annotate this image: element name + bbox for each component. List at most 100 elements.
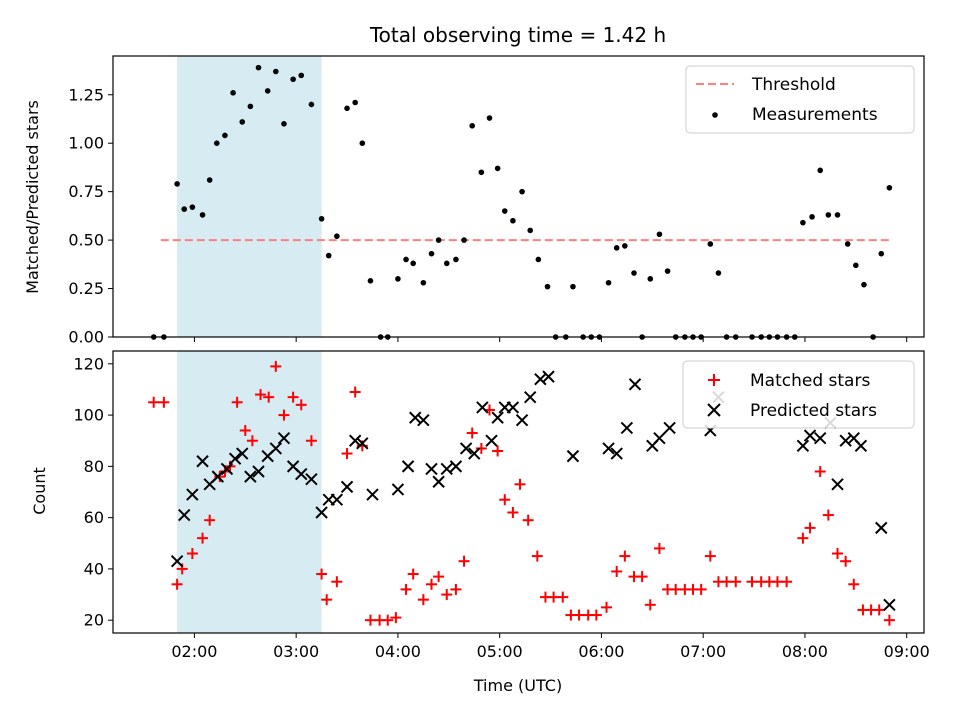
measurement-point-44 xyxy=(527,227,534,234)
top-y-tick-label-4: 1.00 xyxy=(68,134,104,153)
top-y-tick-label-1: 0.25 xyxy=(68,279,104,298)
measurement-point-31 xyxy=(420,279,427,286)
matched-star-point-33 xyxy=(425,578,437,590)
measurement-point-42 xyxy=(510,217,516,224)
matched-star-point-4 xyxy=(186,548,198,560)
measurement-point-14 xyxy=(273,68,279,75)
bot-x-tick-label-3: 05:00 xyxy=(477,642,523,661)
measurement-point-38 xyxy=(478,169,485,176)
predicted-star-point-34 xyxy=(476,401,489,414)
top-y-tick-label-3: 0.75 xyxy=(68,182,104,201)
top-legend-box xyxy=(685,65,915,134)
matched-star-point-11 xyxy=(239,424,251,436)
bot-y-tick-label-1: 40 xyxy=(84,559,104,578)
predicted-star-point-28 xyxy=(425,462,438,476)
measurement-point-55 xyxy=(622,243,628,249)
measurement-point-19 xyxy=(318,215,325,222)
measurement-point-20 xyxy=(325,252,332,259)
matched-star-point-12 xyxy=(246,435,258,447)
matched-star-point-79 xyxy=(832,548,844,560)
matched-star-point-21 xyxy=(321,594,333,606)
measurements-legend-swatch xyxy=(712,112,718,118)
matched-star-point-6 xyxy=(204,514,216,526)
predicted-star-point-3 xyxy=(196,455,209,468)
matched-star-point-31 xyxy=(407,568,419,580)
measurement-point-2 xyxy=(174,181,180,187)
predicted-star-point-35 xyxy=(485,434,498,447)
predicted-star-point-13 xyxy=(277,431,291,445)
matched-star-point-75 xyxy=(797,532,809,544)
measurement-point-11 xyxy=(247,103,254,110)
matched-star-point-43 xyxy=(507,507,519,519)
predicted-star-point-57 xyxy=(831,478,844,491)
top-chart-title: Total observing time = 1.42 h xyxy=(369,23,666,47)
measurement-point-82 xyxy=(861,281,867,288)
predicted-star-point-23 xyxy=(366,488,379,501)
bottom-shaded-region xyxy=(177,351,322,633)
measurement-point-12 xyxy=(255,64,262,71)
top-axes-frame xyxy=(112,55,925,338)
bot-x-tick-label-4: 06:00 xyxy=(578,642,624,661)
matched-star-point-16 xyxy=(278,409,290,421)
top-y-tick-label-0: 0.00 xyxy=(68,328,104,347)
measurement-point-36 xyxy=(461,237,467,243)
matched-star-point-7 xyxy=(214,471,226,483)
matched-star-point-53 xyxy=(590,609,602,621)
bottom-plot-area: 20 40 60 80 100 120 02:00 03:00 04:00 05:00 06:00… xyxy=(73,350,930,661)
measurement-point-79 xyxy=(834,212,841,218)
predicted-star-point-53 xyxy=(796,439,810,453)
bot-y-tick-label-5: 120 xyxy=(73,354,104,373)
matched-star-point-10 xyxy=(231,396,243,408)
predicted-star-point-33 xyxy=(468,447,481,460)
measurement-point-37 xyxy=(469,122,476,129)
predicted-stars-series xyxy=(170,370,896,612)
matched-star-point-59 xyxy=(644,599,656,611)
measurement-point-43 xyxy=(519,188,525,195)
predicted-star-point-32 xyxy=(459,442,473,455)
matched-star-point-49 xyxy=(557,591,569,603)
bottom-legend-box xyxy=(682,360,915,429)
measurements-legend-label: Measurements xyxy=(752,105,878,125)
predicted-star-point-50 xyxy=(663,421,676,435)
predicted-star-point-0 xyxy=(170,555,184,568)
matched-star-point-17 xyxy=(287,391,299,403)
measurement-point-41 xyxy=(501,208,508,214)
predicted-star-point-22 xyxy=(356,437,369,450)
measurement-point-9 xyxy=(230,90,236,96)
matched-star-point-1 xyxy=(158,396,170,408)
bot-x-tick-label-6: 08:00 xyxy=(782,642,828,661)
bot-y-tick-label-2: 60 xyxy=(84,508,104,527)
matched-star-point-19 xyxy=(305,435,317,447)
measurement-point-30 xyxy=(410,260,416,267)
predicted-stars-legend-label: Predicted stars xyxy=(750,401,877,421)
predicted-star-point-36 xyxy=(491,411,504,424)
top-y-tick-label-5: 1.25 xyxy=(68,85,104,104)
measurement-point-80 xyxy=(844,241,851,247)
measurement-point-29 xyxy=(403,256,409,263)
predicted-stars-legend-swatch xyxy=(707,403,721,417)
bot-x-tick-label-7: 09:00 xyxy=(884,642,930,661)
predicted-star-point-24 xyxy=(391,483,405,496)
measurement-point-34 xyxy=(443,260,450,267)
predicted-star-point-10 xyxy=(252,465,265,478)
top-legend: Threshold Measurements xyxy=(685,65,915,134)
matched-star-point-44 xyxy=(514,478,526,490)
top-plot-area: 0.00 0.25 0.50 0.75 1.00 1.25 xyxy=(68,55,925,347)
matched-star-point-74 xyxy=(781,576,793,588)
measurement-point-45 xyxy=(535,256,542,263)
bottom-legend: Matched stars Predicted stars xyxy=(682,360,915,429)
matched-star-point-54 xyxy=(601,601,613,613)
predicted-star-point-39 xyxy=(515,414,529,427)
matched-star-point-78 xyxy=(822,509,834,521)
x-axis-label: Time (UTC) xyxy=(473,676,562,695)
matched-star-point-56 xyxy=(619,550,631,562)
bot-x-tick-label-2: 04:00 xyxy=(375,642,421,661)
matched-star-point-30 xyxy=(400,583,412,595)
matched-star-point-76 xyxy=(804,522,816,534)
predicted-star-point-47 xyxy=(628,378,642,391)
measurement-point-8 xyxy=(222,132,228,139)
measurement-point-76 xyxy=(809,214,815,220)
measurement-point-21 xyxy=(334,233,340,240)
measurement-point-78 xyxy=(825,212,832,218)
